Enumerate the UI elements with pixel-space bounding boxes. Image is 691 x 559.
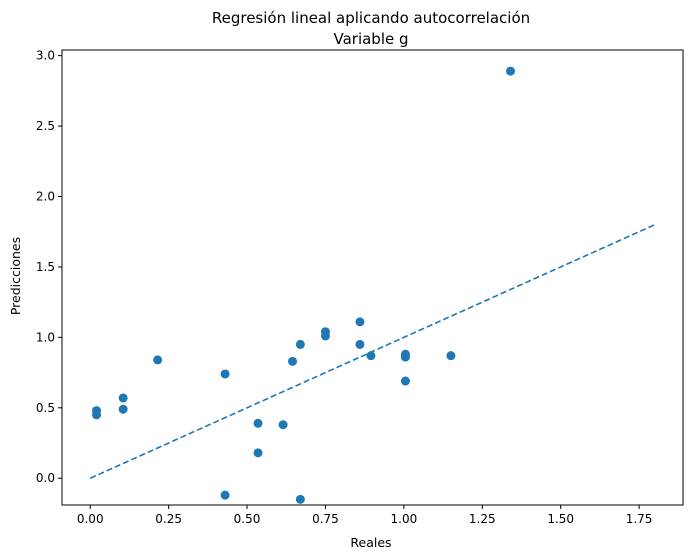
scatter-point xyxy=(220,369,230,379)
x-tick-label: 0.25 xyxy=(155,512,182,526)
scatter-point xyxy=(400,376,410,386)
x-tick-label: 1.25 xyxy=(469,512,496,526)
scatter-point xyxy=(320,331,330,341)
chart-title: Regresión lineal aplicando autocorrelaci… xyxy=(212,9,530,27)
y-tick-label: 1.0 xyxy=(36,330,55,344)
plot-frame xyxy=(61,49,684,506)
x-tick-label: 1.50 xyxy=(547,512,574,526)
y-tick-label: 0.0 xyxy=(36,471,55,485)
x-tick-label: 0.50 xyxy=(234,512,261,526)
y-axis-label: Predicciones xyxy=(8,237,23,315)
x-tick-label: 1.00 xyxy=(391,512,418,526)
x-tick-label: 0.75 xyxy=(312,512,339,526)
x-axis-label: Reales xyxy=(350,535,391,550)
scatter-point xyxy=(92,410,101,420)
scatter-point xyxy=(118,404,128,414)
reference-line xyxy=(89,223,656,479)
y-tick-label: 2.0 xyxy=(36,190,55,204)
scatter-point xyxy=(295,494,305,504)
scatter-point xyxy=(446,351,456,361)
scatter-point xyxy=(118,393,128,403)
scatter-point xyxy=(366,351,376,361)
scatter-point xyxy=(295,339,305,349)
x-tick-label: 0.00 xyxy=(77,512,104,526)
scatter-point xyxy=(288,356,298,366)
y-tick-label: 2.5 xyxy=(36,119,55,133)
scatter-point xyxy=(253,448,263,458)
y-axis-ticks: 0.0 0.5 1.0 1.5 2.0 2.5 3.0 xyxy=(36,49,62,485)
scatter-point xyxy=(220,490,230,500)
y-tick-label: 3.0 xyxy=(36,49,55,63)
y-tick-label: 0.5 xyxy=(36,401,55,415)
y-tick-label: 1.5 xyxy=(36,260,55,274)
plot-area xyxy=(89,66,656,504)
scatter-point xyxy=(153,355,163,365)
scatter-point xyxy=(355,317,365,327)
scatter-point xyxy=(355,339,365,349)
x-tick-label: 1.75 xyxy=(626,512,653,526)
scatter-point xyxy=(506,66,515,76)
scatter-point xyxy=(278,420,288,430)
x-axis-ticks: 0.00 0.25 0.50 0.75 1.00 1.25 1.50 1.75 xyxy=(77,505,653,526)
scatter-point xyxy=(400,352,410,362)
chart-subtitle: Variable g xyxy=(333,30,408,48)
scatter-point xyxy=(253,418,263,428)
